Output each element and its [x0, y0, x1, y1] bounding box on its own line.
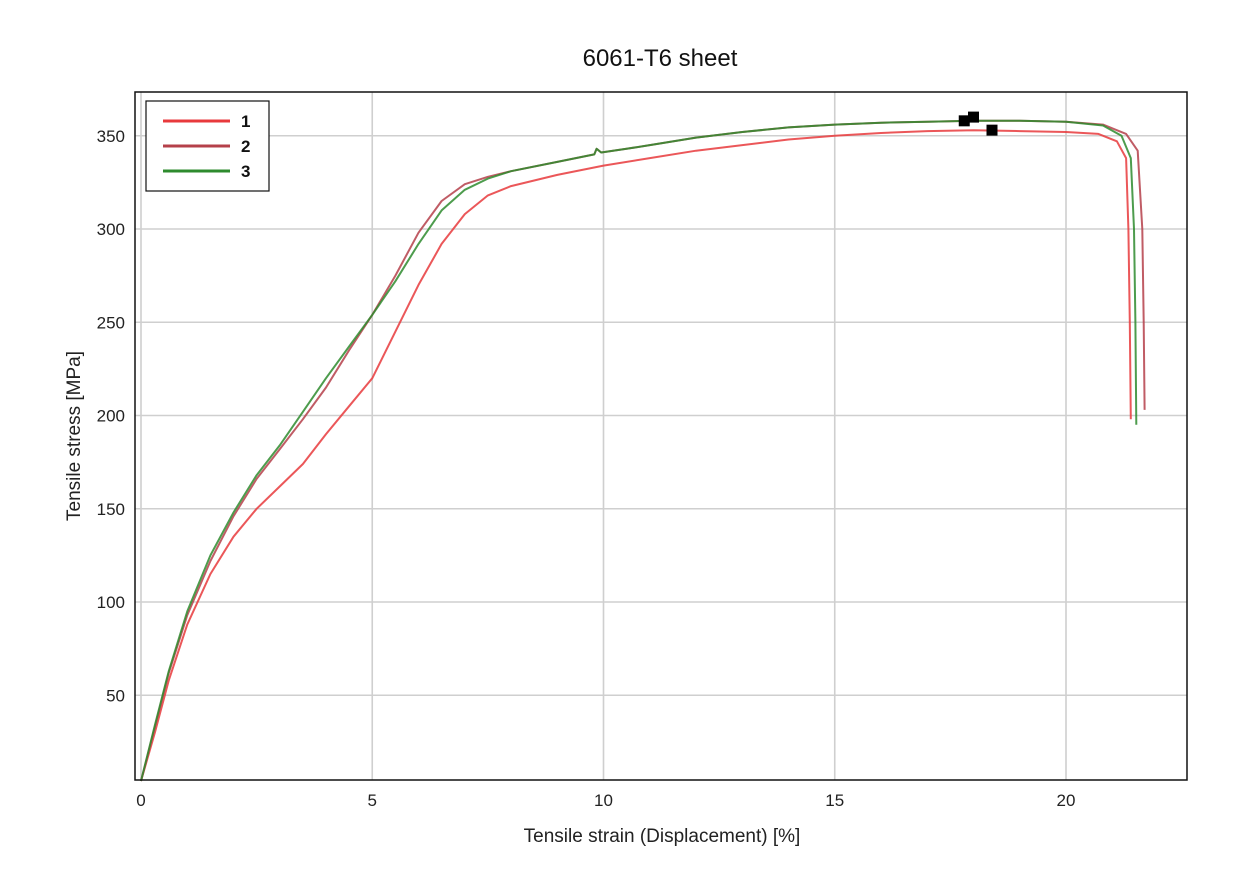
y-tick-label: 350: [97, 127, 125, 146]
y-axis-ticks: 50 100 150 200 250 300 350: [97, 127, 125, 706]
legend-label-1: 1: [241, 112, 250, 131]
series-2-line: [140, 119, 1146, 782]
series-3-line: [140, 119, 1138, 782]
legend: 1 2 3: [145, 100, 270, 192]
x-tick-label: 15: [825, 791, 844, 810]
y-tick-label: 100: [97, 593, 125, 612]
x-tick-label: 10: [594, 791, 613, 810]
legend-label-3: 3: [241, 162, 250, 181]
x-axis-label: Tensile strain (Displacement) [%]: [524, 826, 801, 847]
x-axis-ticks: 0 5 10 15 20: [136, 791, 1075, 810]
y-axis-label: Tensile stress [MPa]: [64, 351, 85, 521]
y-tick-label: 150: [97, 500, 125, 519]
series-1-line: [140, 129, 1132, 782]
ultimate-strength-markers: [958, 111, 998, 136]
legend-label-2: 2: [241, 137, 250, 156]
max-stress-marker: [958, 115, 970, 127]
chart-title: 6061-T6 sheet: [583, 45, 738, 72]
x-tick-label: 0: [136, 791, 145, 810]
y-tick-label: 300: [97, 220, 125, 239]
x-tick-label: 20: [1057, 791, 1076, 810]
x-tick-label: 5: [368, 791, 377, 810]
max-stress-marker: [986, 124, 998, 136]
grid-lines: [135, 92, 1187, 780]
plot-frame: [134, 91, 1188, 781]
y-tick-label: 200: [97, 407, 125, 426]
y-tick-label: 50: [106, 686, 125, 705]
y-tick-label: 250: [97, 313, 125, 332]
max-stress-marker: [968, 111, 979, 123]
plot-series: [140, 119, 1146, 782]
